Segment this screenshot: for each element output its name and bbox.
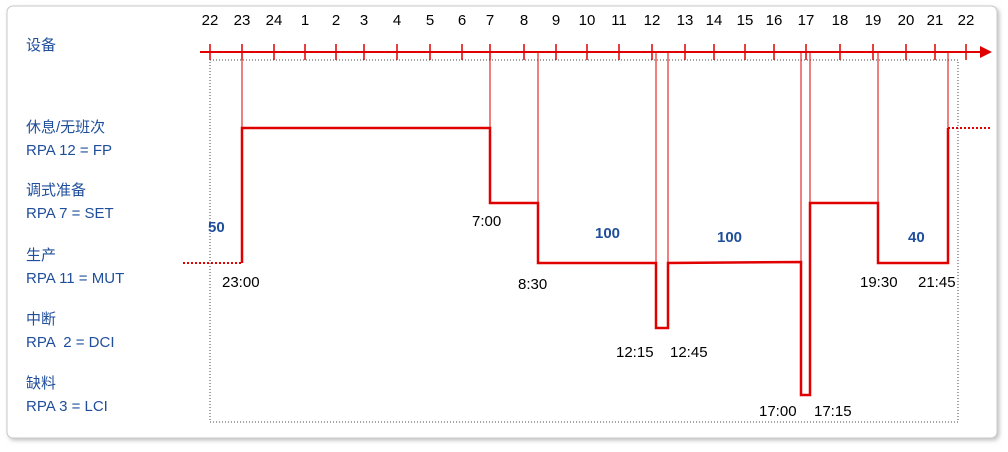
hour-label: 22 bbox=[202, 12, 219, 29]
hour-label: 16 bbox=[766, 12, 783, 29]
title: 设备 bbox=[26, 37, 56, 54]
quantity: 100 bbox=[717, 229, 742, 246]
state-path bbox=[240, 126, 950, 397]
time-label: 19:30 bbox=[860, 274, 898, 291]
row-label: 调式准备 bbox=[26, 182, 86, 199]
row-code: RPA 2 = DCI bbox=[26, 334, 115, 351]
time-label: 12:45 bbox=[670, 344, 708, 361]
row-code: RPA 7 = SET bbox=[26, 205, 114, 222]
hour-label: 23 bbox=[234, 12, 251, 29]
time-label: 12:15 bbox=[616, 344, 654, 361]
hour-label: 18 bbox=[832, 12, 849, 29]
time-label: 23:00 bbox=[222, 274, 260, 291]
row-code: RPA 3 = LCI bbox=[26, 398, 108, 415]
row-code: RPA 12 = FP bbox=[26, 142, 112, 159]
hour-label: 1 bbox=[301, 12, 309, 29]
row-label: 中断 bbox=[26, 311, 56, 328]
hour-label: 24 bbox=[266, 12, 283, 29]
hour-label: 8 bbox=[520, 12, 528, 29]
hour-label: 6 bbox=[458, 12, 466, 29]
time-labels: 23:00 7:00 8:30 12:15 12:45 17:00 17:15 … bbox=[222, 213, 956, 420]
hour-label: 19 bbox=[865, 12, 882, 29]
hour-label: 22 bbox=[958, 12, 975, 29]
row-label: 缺料 bbox=[26, 375, 56, 392]
connectors bbox=[241, 52, 949, 263]
hour-label: 17 bbox=[798, 12, 815, 29]
hour-label: 14 bbox=[706, 12, 723, 29]
time-label: 7:00 bbox=[472, 213, 501, 230]
row-code: RPA 11 = MUT bbox=[26, 270, 124, 287]
hour-label: 13 bbox=[677, 12, 694, 29]
hour-label: 15 bbox=[737, 12, 754, 29]
quantity: 50 bbox=[208, 219, 225, 236]
quantity: 100 bbox=[595, 225, 620, 242]
hour-label: 12 bbox=[644, 12, 661, 29]
frame bbox=[6, 5, 998, 439]
time-label: 17:00 bbox=[759, 403, 797, 420]
hour-label: 10 bbox=[579, 12, 596, 29]
hour-label: 11 bbox=[611, 12, 627, 29]
quantities: 50 100 100 40 bbox=[208, 219, 925, 246]
row-labels: 休息/无班次 RPA 12 = FP 调式准备 RPA 7 = SET 生产 R… bbox=[26, 119, 124, 415]
row-label: 休息/无班次 bbox=[26, 119, 105, 136]
hour-label: 21 bbox=[927, 12, 944, 29]
hour-label: 3 bbox=[360, 12, 368, 29]
hour-axis: 22 23 24 1 2 3 4 5 6 7 8 9 10 11 12 13 14 15 16 17 18 19 20 21 2… bbox=[202, 12, 975, 60]
hour-label: 9 bbox=[552, 12, 560, 29]
hour-label: 4 bbox=[393, 12, 401, 29]
hour-label: 7 bbox=[486, 12, 494, 29]
row-label: 生产 bbox=[26, 247, 56, 264]
hour-label: 20 bbox=[898, 12, 915, 29]
state-lines bbox=[183, 46, 992, 397]
axis-arrow bbox=[980, 46, 992, 58]
hour-label: 2 bbox=[332, 12, 340, 29]
time-label: 21:45 bbox=[918, 274, 956, 291]
hour-label: 5 bbox=[426, 12, 434, 29]
time-label: 8:30 bbox=[518, 276, 547, 293]
quantity: 40 bbox=[908, 229, 925, 246]
time-label: 17:15 bbox=[814, 403, 852, 420]
